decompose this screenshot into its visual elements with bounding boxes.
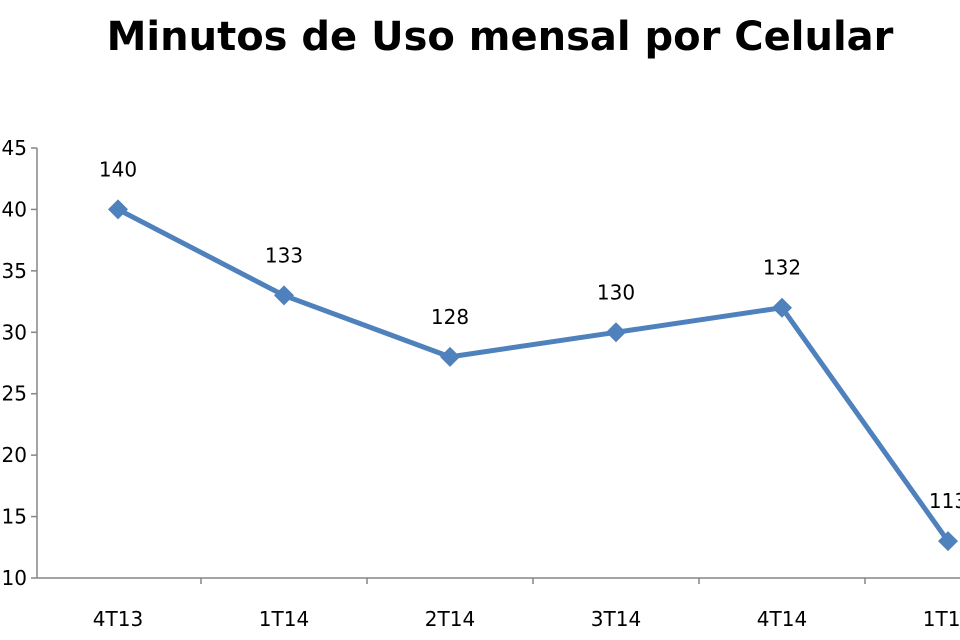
y-tick-label: 140 <box>0 197 27 221</box>
data-label: 130 <box>597 280 635 304</box>
data-point-marker <box>938 531 958 552</box>
y-tick-label: 135 <box>0 259 27 283</box>
x-category-label: 3T14 <box>591 607 641 631</box>
x-category-label: 4T13 <box>93 607 143 631</box>
y-tick-label: 130 <box>0 320 27 344</box>
data-point-marker <box>606 322 626 343</box>
y-tick-label: 120 <box>0 443 27 467</box>
data-point-marker <box>108 199 128 220</box>
chart-title: Minutos de Uso mensal por Celular <box>106 14 894 60</box>
data-point-marker <box>274 285 294 306</box>
data-label: 133 <box>265 243 303 267</box>
x-category-label: 4T14 <box>757 607 807 631</box>
data-point-marker <box>772 297 792 318</box>
x-category-label: 1T15 <box>923 607 960 631</box>
y-tick-label: 125 <box>0 382 27 406</box>
series-line <box>115 206 951 544</box>
y-tick-label: 145 <box>0 136 27 160</box>
x-category-label: 2T14 <box>425 607 475 631</box>
data-label: 128 <box>431 305 469 329</box>
y-tick-label: 115 <box>0 505 27 529</box>
data-label: 113 <box>929 489 960 513</box>
data-label: 140 <box>99 157 137 181</box>
y-tick-label: 110 <box>0 566 27 590</box>
data-label: 132 <box>763 256 801 280</box>
x-category-label: 1T14 <box>259 607 309 631</box>
data-point-marker <box>440 346 460 367</box>
